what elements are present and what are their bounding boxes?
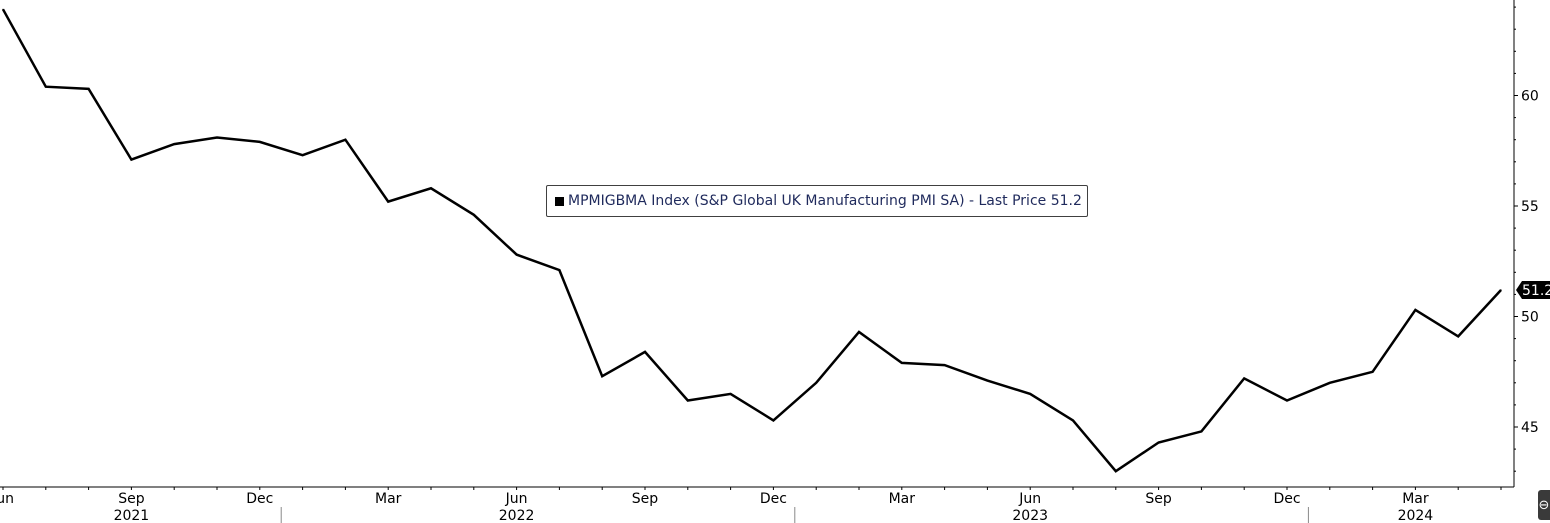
data-point (259, 141, 261, 143)
data-point (216, 136, 218, 139)
x-tick-label: Dec (246, 491, 273, 507)
data-point (2, 8, 4, 10)
data-point (344, 139, 346, 141)
data-point (558, 269, 561, 271)
data-point (687, 399, 689, 402)
data-point (815, 382, 817, 384)
data-point (772, 419, 775, 421)
data-point (1329, 382, 1331, 384)
data-point (901, 362, 903, 364)
last-price-label: 51.2 (1522, 283, 1550, 299)
x-tick-label: Mar (375, 491, 402, 507)
x-tick-label: Jun (505, 491, 528, 507)
x-year-label: 2021 (114, 508, 150, 523)
data-point (1414, 309, 1416, 311)
y-tick-label: 60 (1521, 89, 1539, 105)
data-point (173, 143, 175, 145)
data-point (730, 393, 732, 395)
x-tick-label: Mar (1402, 491, 1429, 507)
data-point (516, 254, 518, 256)
data-point (1500, 289, 1502, 291)
data-point (1286, 399, 1288, 402)
x-tick-label: Dec (1273, 491, 1300, 507)
zoom-out-button[interactable]: ⊖ (1538, 490, 1550, 520)
data-point (430, 187, 432, 189)
data-point (1115, 470, 1117, 472)
y-tick-label: 50 (1521, 310, 1539, 326)
x-tick-label: Sep (1145, 491, 1172, 507)
data-point (1243, 377, 1245, 379)
data-point (302, 154, 304, 156)
series-line (1, 8, 1502, 473)
data-point (1158, 441, 1160, 444)
x-tick-label: Dec (760, 491, 787, 507)
x-year-label: 2022 (499, 508, 535, 523)
x-tick-label: Jun (1018, 491, 1041, 507)
legend: MPMIGBMA Index (S&P Global UK Manufactur… (546, 185, 1088, 217)
zoom-out-icon: ⊖ (1538, 497, 1550, 513)
x-tick-label: Sep (632, 491, 659, 507)
data-point (858, 331, 860, 333)
data-point (644, 351, 646, 353)
data-point (130, 158, 132, 161)
last-price-marker: 51.2 (1516, 280, 1550, 299)
data-point (986, 379, 989, 382)
x-tick-label: Mar (889, 491, 916, 507)
data-point (1457, 335, 1459, 337)
x-year-label: 2023 (1012, 508, 1048, 523)
data-point (387, 200, 389, 203)
x-year-label: 2024 (1398, 508, 1434, 523)
x-tick-label: Jun (0, 491, 14, 507)
legend-swatch (555, 196, 564, 206)
y-tick-label: 45 (1521, 420, 1539, 436)
last-price-tag (1516, 280, 1550, 299)
data-point (944, 364, 946, 366)
data-point (88, 88, 90, 90)
data-point (1029, 393, 1031, 395)
x-tick-label: Sep (118, 491, 145, 507)
data-point (1200, 430, 1202, 433)
legend-label: MPMIGBMA Index (S&P Global UK Manufactur… (568, 193, 1082, 209)
data-point (601, 375, 603, 377)
data-point (1072, 419, 1074, 421)
data-point (473, 214, 475, 216)
data-point (45, 86, 47, 88)
y-tick-label: 55 (1521, 199, 1539, 215)
series-layer (1, 8, 1502, 473)
data-point (1372, 371, 1374, 373)
